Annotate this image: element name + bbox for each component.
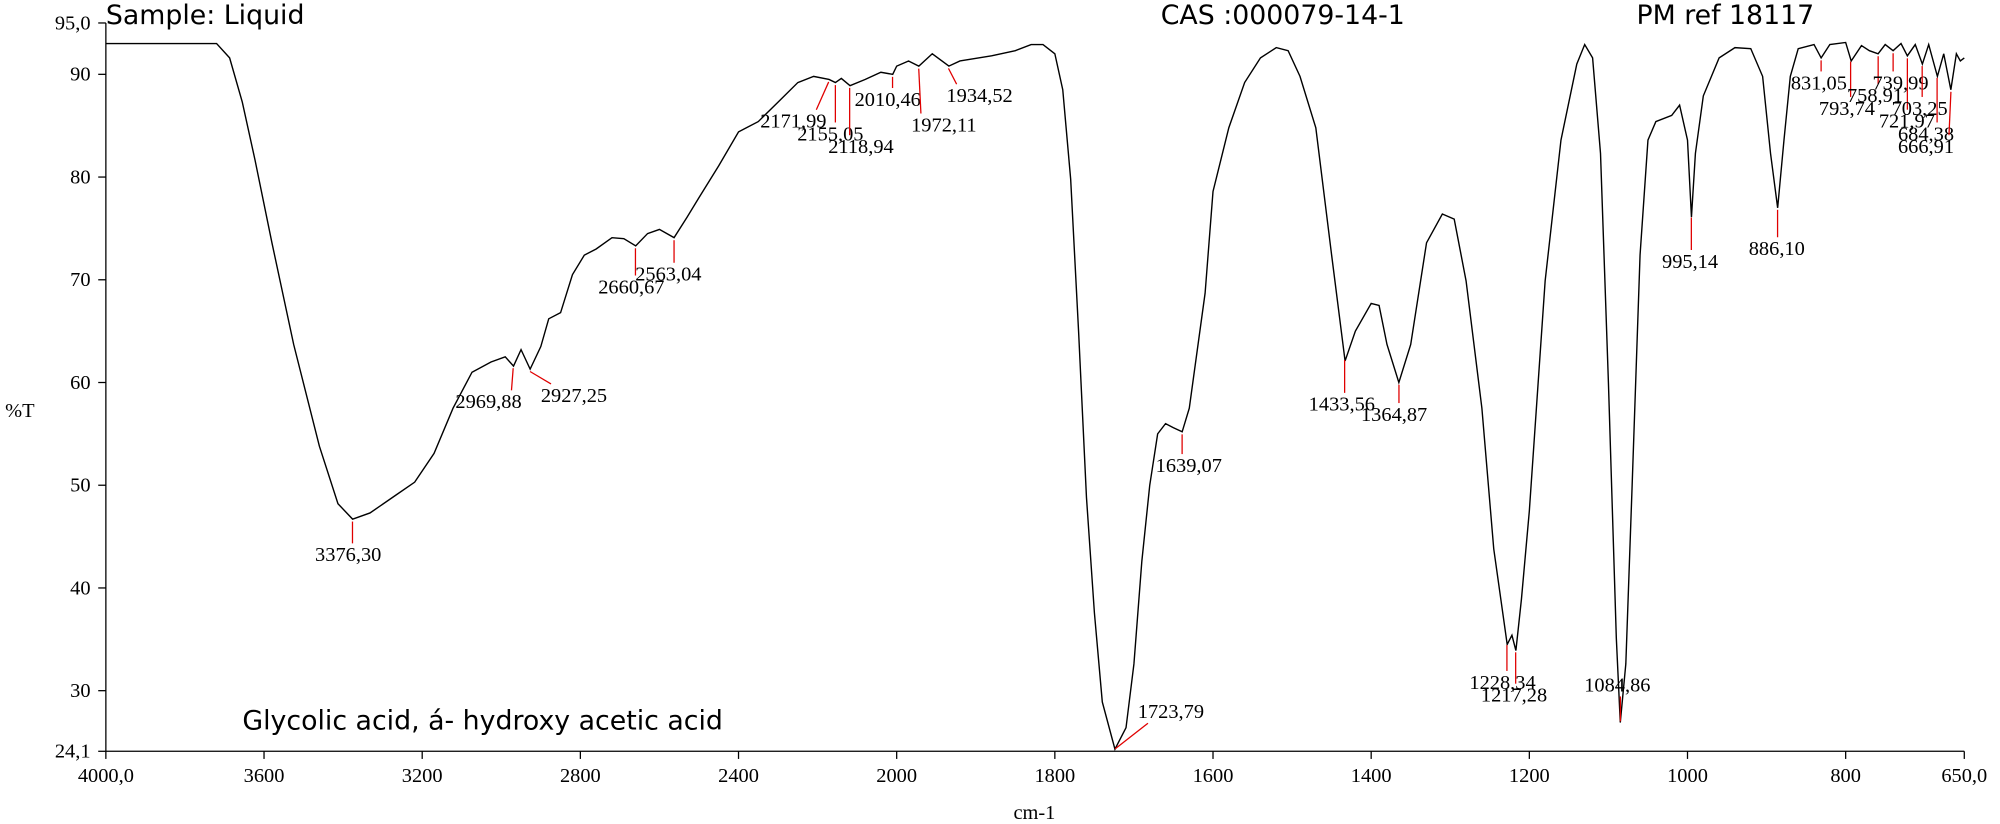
peak-label: 703,25 — [1892, 98, 1948, 120]
peak-label: 1433,56 — [1309, 394, 1375, 416]
x-tick-label: 4000,0 — [78, 765, 134, 787]
x-tick-label: 1200 — [1509, 765, 1550, 787]
peak-label: 1723,79 — [1138, 701, 1204, 723]
peak-label: 721,97 — [1879, 111, 1935, 133]
y-tick-label: 40 — [70, 577, 90, 599]
peak-label: 995,14 — [1662, 251, 1718, 273]
y-tick-label: 70 — [70, 269, 90, 291]
peak-label: 2155,05 — [797, 123, 863, 145]
ref-label: PM ref 18117 — [1636, 0, 1814, 31]
peak-label: 793,74 — [1819, 98, 1875, 120]
peak-label: 739,99 — [1872, 72, 1928, 94]
peak-marker — [947, 68, 958, 85]
peak-label: 666,91 — [1898, 136, 1954, 158]
x-tick-label: 650,0 — [1941, 765, 1987, 787]
x-tick-label: 2800 — [560, 765, 601, 787]
peak-label: 1084,86 — [1584, 674, 1650, 696]
peak-label: 2660,67 — [598, 276, 664, 298]
y-tick-label: 30 — [70, 680, 90, 702]
sample-label: Sample: Liquid — [106, 0, 305, 31]
y-tick-label: 90 — [70, 64, 90, 86]
x-tick-label: 1600 — [1193, 765, 1234, 787]
y-tick-label: 24,1 — [55, 741, 91, 763]
x-tick-label: 800 — [1830, 765, 1861, 787]
x-tick-label: 2000 — [876, 765, 917, 787]
peak-label: 886,10 — [1749, 238, 1805, 260]
peak-label: 1934,52 — [946, 85, 1012, 107]
x-tick-label: 3600 — [244, 765, 285, 787]
y-tick-label: 60 — [70, 372, 90, 394]
peak-label: 831,05 — [1791, 72, 1847, 94]
peak-label: 1228,34 — [1469, 672, 1535, 694]
peak-label: 684,38 — [1898, 123, 1954, 145]
y-tick-label: 50 — [70, 475, 90, 497]
peak-label: 2563,04 — [635, 264, 701, 286]
x-tick-label: 2400 — [718, 765, 759, 787]
x-tick-label: 3200 — [402, 765, 443, 787]
peak-marker — [510, 368, 514, 391]
peak-label: 758,91 — [1847, 85, 1903, 107]
peak-label: 3376,30 — [315, 544, 381, 566]
x-tick-label: 1800 — [1034, 765, 1075, 787]
peak-label: 2969,88 — [455, 391, 521, 413]
peak-label: 1972,11 — [911, 114, 977, 136]
peak-marker — [815, 81, 830, 110]
spectrum-line — [105, 41, 1965, 752]
peak-label: 1364,87 — [1361, 404, 1427, 426]
y-tick-label: 95,0 — [55, 12, 91, 34]
peak-label: 2118,94 — [828, 136, 894, 158]
chart-title: Glycolic acid, á- hydroxy acetic acid — [242, 706, 723, 737]
peak-marker — [529, 370, 552, 385]
peak-marker — [1948, 91, 1952, 136]
peak-marker — [1114, 722, 1149, 750]
x-tick-label: 1400 — [1351, 765, 1392, 787]
peak-label: 1217,28 — [1481, 685, 1547, 707]
peak-marker — [918, 68, 922, 114]
x-axis-label: cm-1 — [1013, 802, 1055, 824]
peak-label: 2927,25 — [541, 385, 607, 407]
cas-label: CAS :000079-14-1 — [1161, 0, 1405, 31]
y-tick-label: 80 — [70, 166, 90, 188]
peak-label: 1639,07 — [1156, 455, 1222, 477]
peak-label: 2010,46 — [855, 89, 921, 111]
x-tick-label: 1000 — [1667, 765, 1708, 787]
y-axis-label: %T — [5, 400, 35, 422]
peak-label: 2171,99 — [760, 111, 826, 133]
